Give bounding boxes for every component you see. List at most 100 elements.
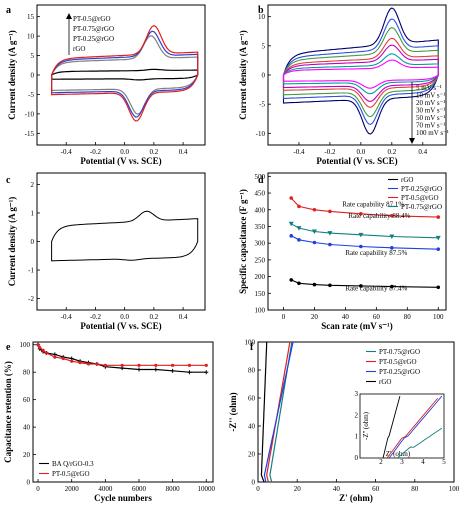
retention-point: [61, 356, 65, 361]
rate-point: [312, 240, 317, 245]
rate-point: [297, 238, 301, 242]
x-tick-label-c: 0.2: [149, 313, 158, 321]
y-tick-label-a: -5: [28, 91, 34, 99]
rate-point: [390, 246, 394, 250]
retention-point: [103, 363, 107, 367]
scan-rate-label: 50 mV s⁻¹: [416, 114, 445, 122]
rate-point: [289, 278, 294, 282]
x-tick-label-f: 100: [449, 485, 460, 493]
x-tick-label-f: 40: [333, 485, 341, 493]
y-tick-label-c: 2: [31, 181, 35, 189]
rate-point: [297, 204, 301, 209]
y-axis-label-f: -Z'' (ohm): [228, 392, 238, 431]
x-tick-label-b: -0.2: [324, 148, 336, 156]
inset-x-tick-label: 4: [421, 458, 425, 466]
plot-frame-e: [32, 341, 214, 483]
y-tick-label-f: 40: [248, 423, 256, 431]
plot-frame-c: [36, 172, 206, 311]
y-tick-label-d: 250: [255, 256, 266, 264]
x-tick-label-e: 8000: [166, 485, 181, 493]
scan-rate-label: 10 mV s⁻¹: [416, 92, 445, 100]
y-axis-label-c: Current density (A g⁻¹): [7, 197, 17, 287]
legend-entry-a: PT-0.5@rGO: [73, 15, 111, 23]
y-tick-label-d: 400: [255, 206, 266, 214]
x-tick-label-e: 6000: [132, 485, 147, 493]
retention-line-PT-0.5@rGO: [37, 344, 207, 366]
y-tick-label-a: 5: [31, 52, 35, 60]
y-tick-label-f: 100: [245, 339, 256, 347]
x-tick-label-d: 40: [342, 313, 350, 321]
retention-point: [44, 351, 49, 355]
plot-frame-a: [36, 4, 206, 146]
scan-rate-label: 100 mV s⁻¹: [416, 129, 449, 137]
rate-point: [436, 215, 441, 219]
rate-point: [296, 226, 302, 231]
rate-point: [289, 196, 294, 200]
x-axis-label-d: Scan rate (mV s⁻¹): [321, 321, 393, 331]
legend-entry-d: PT-0.5@rGO: [401, 194, 439, 202]
y-tick-label-e: 100: [20, 341, 31, 349]
legend-entry-e: PT-0.5@rGO: [52, 470, 90, 478]
y-tick-label-e: 60: [23, 396, 31, 404]
rate-point: [390, 284, 394, 289]
x-tick-label-f: 80: [411, 485, 419, 493]
y-tick-label-e: 80: [23, 369, 31, 377]
panel-letter-a: a: [6, 5, 11, 16]
arrow-head-a: [66, 13, 72, 19]
x-tick-label-c: 0.0: [120, 313, 129, 321]
scan-rate-label: 20 mV s⁻¹: [416, 99, 445, 107]
rate-point: [358, 232, 364, 238]
rate-capability-note: Rate capability 87.1%: [342, 200, 404, 208]
legend-entry-a: rGO: [73, 45, 85, 53]
y-tick-label-e: 0: [27, 479, 31, 487]
inset-frame: [359, 393, 445, 459]
rate-point: [312, 282, 317, 287]
x-tick-label-f: 60: [372, 485, 380, 493]
legend-entry-f: PT-0.5@rGO: [379, 358, 417, 366]
x-tick-label-c: -0.4: [61, 313, 73, 321]
inset-curve: [397, 427, 443, 458]
retention-point: [154, 363, 158, 367]
inset-y-tick-label: 3: [355, 390, 359, 398]
inset-y-tick-label: 0: [355, 454, 359, 462]
y-tick-label-c: -2: [28, 295, 34, 303]
rate-point: [312, 207, 317, 212]
y-tick-label-e: 40: [23, 424, 31, 432]
x-tick-label-c: -0.2: [90, 313, 102, 321]
y-tick-label-d: 500: [255, 173, 266, 181]
legend-entry-f: PT-0.25@rGO: [379, 368, 420, 376]
rate-point: [328, 209, 332, 214]
inset-y-tick-label: 1: [355, 433, 359, 441]
y-tick-label-c: 1: [31, 209, 35, 217]
rate-point: [390, 213, 394, 218]
y-tick-label-f: 60: [248, 395, 256, 403]
x-tick-label-c: 0.4: [179, 313, 188, 321]
scan-rate-label: 5 mV s⁻¹: [416, 84, 442, 92]
scan-rate-label: 70 mV s⁻¹: [416, 122, 445, 130]
nyquist-curve-rGO: [260, 341, 268, 483]
y-axis-label-b: Current density (A g⁻¹): [238, 30, 248, 120]
retention-point: [136, 367, 141, 372]
y-tick-label-d: 100: [255, 307, 266, 315]
cv-curve-PT-0.5@rGO: [51, 25, 199, 122]
retention-point: [171, 363, 175, 367]
x-tick-label-e: 4000: [98, 485, 113, 493]
inset-curve: [382, 395, 401, 458]
y-tick-label-c: 0: [31, 238, 35, 246]
scan-rate-label: 30 mV s⁻¹: [416, 107, 445, 115]
rate-point: [359, 211, 363, 216]
legend-entry-d: rGO: [401, 176, 413, 184]
rate-point: [435, 235, 441, 241]
inset-curve: [389, 395, 443, 458]
cv-curve-scan-rate: [282, 59, 439, 89]
rate-point: [436, 247, 441, 251]
x-tick-label-f: 20: [294, 485, 302, 493]
retention-point: [38, 345, 42, 350]
retention-point: [187, 363, 192, 367]
x-tick-label-b: 0.4: [418, 148, 427, 156]
inset-x-tick-label: 5: [442, 458, 446, 466]
x-tick-label-b: -0.4: [293, 148, 305, 156]
x-tick-label-e: 2000: [65, 485, 80, 493]
panel-letter-f: f: [250, 342, 254, 353]
